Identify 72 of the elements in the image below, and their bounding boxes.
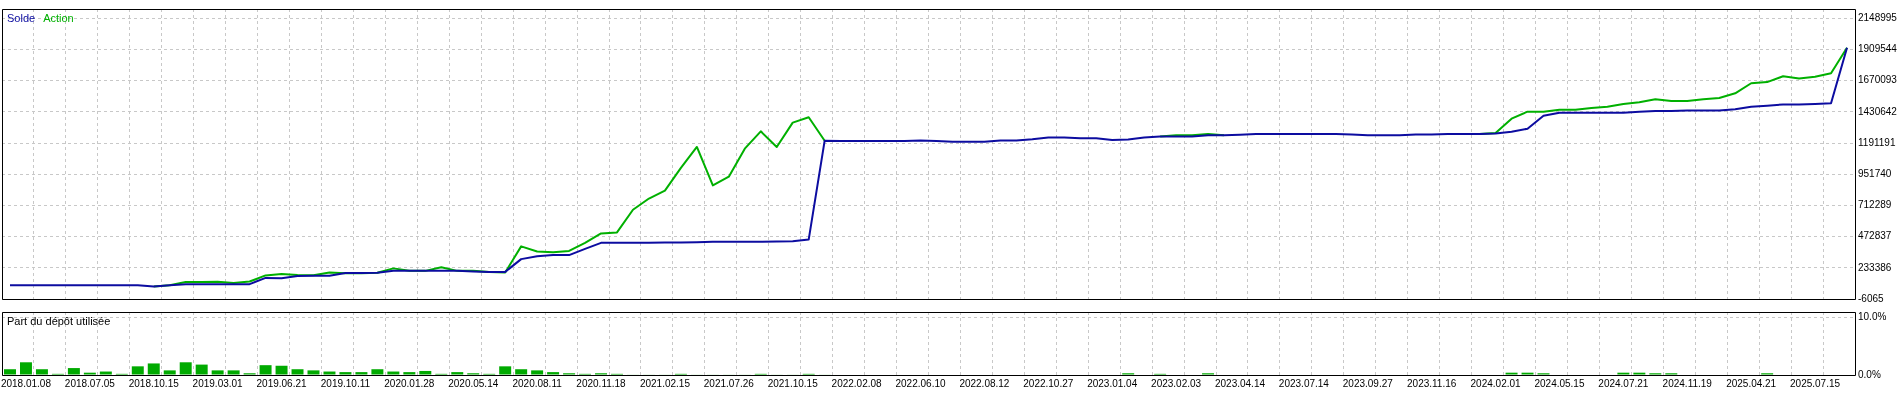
- bar: [403, 372, 416, 375]
- text: Action: [43, 11, 74, 24]
- x-tick-label: 2024.07.21: [1598, 377, 1649, 389]
- bar: [451, 372, 464, 375]
- chart-title: Part du dépôt utilisée: [7, 314, 111, 327]
- x-tick-label: 2024.11.19: [1662, 377, 1713, 389]
- y-tick-label: 1909544: [1858, 43, 1898, 55]
- x-tick-label: 2023.04.14: [1214, 377, 1266, 389]
- y-tick-label: 2148995: [1858, 12, 1898, 23]
- x-tick-label: 2025.07.15: [1790, 377, 1841, 389]
- bar: [387, 371, 400, 375]
- y-tick-label: 10.0%: [1858, 310, 1887, 322]
- x-tick-label: 2019.10.11: [320, 377, 371, 389]
- x-tick-label: 2020.05.14: [448, 377, 499, 389]
- x-tick-label: 2022.02.08: [831, 377, 883, 389]
- x-tick-label: 2020.01.28: [384, 377, 435, 389]
- x-tick-label: 2025.04.21: [1726, 377, 1777, 389]
- bar: [339, 372, 352, 375]
- x-tick-label: 2023.01.04: [1087, 377, 1138, 389]
- bar: [371, 369, 384, 375]
- y-tick-label: 1191191: [1858, 136, 1896, 148]
- bar: [35, 369, 48, 375]
- bar: [419, 370, 432, 375]
- bar: [179, 362, 192, 375]
- bar: [355, 372, 368, 375]
- x-tick-label: 2019.06.21: [256, 377, 307, 389]
- bar: [227, 370, 240, 375]
- x-tick-label: 2018.07.05: [64, 377, 116, 389]
- bar: [515, 369, 528, 375]
- x-tick-label: 2023.11.16: [1407, 377, 1457, 389]
- x-tick-label: 2021.07.26: [703, 377, 755, 389]
- x-tick-label: 2022.06.10: [895, 377, 946, 389]
- bar: [195, 364, 208, 375]
- x-tick-label: 2023.09.27: [1342, 377, 1394, 389]
- bar: [531, 370, 544, 375]
- bar: [67, 368, 80, 375]
- x-tick-label: 2024.02.01: [1470, 377, 1522, 389]
- y-tick-label: 1670093: [1858, 74, 1898, 86]
- x-tick-label: 2021.10.15: [767, 377, 819, 389]
- text: Solde: [7, 11, 36, 24]
- x-tick-label: 2023.02.03: [1151, 377, 1202, 389]
- x-tick-label: 2023.07.14: [1278, 377, 1330, 389]
- x-tick-label: 2018.10.15: [128, 377, 180, 389]
- bar: [147, 363, 160, 375]
- bar: [499, 366, 512, 375]
- bar: [19, 362, 32, 375]
- x-tick-label: 2020.11.18: [576, 377, 627, 389]
- x-tick-label: 2022.10.27: [1023, 377, 1074, 389]
- y-tick-label: -6065: [1858, 292, 1885, 304]
- bar: [4, 369, 16, 375]
- bar: [211, 370, 224, 375]
- bar: [99, 371, 112, 375]
- y-tick-label: 233386: [1858, 261, 1892, 273]
- bar: [323, 371, 336, 375]
- y-tick-label: 712289: [1858, 199, 1892, 211]
- x-tick-label: 2022.08.12: [959, 377, 1010, 389]
- x-tick-label: 2018.01.08: [0, 377, 52, 389]
- y-tick-label: 1430642: [1858, 105, 1898, 117]
- bar: [259, 365, 272, 375]
- bar: [275, 365, 288, 375]
- bar: [307, 370, 320, 375]
- x-tick-label: 2024.05.15: [1534, 377, 1585, 389]
- bar: [131, 366, 144, 375]
- y-tick-label: 951740: [1858, 167, 1892, 179]
- y-tick-label: 472837: [1858, 230, 1892, 242]
- x-tick-label: 2020.08.11: [512, 377, 563, 389]
- bar: [163, 370, 176, 375]
- bar: [291, 369, 304, 375]
- bar: [547, 372, 560, 375]
- x-tick-label: 2019.03.01: [192, 377, 244, 389]
- y-tick-label: 0.0%: [1858, 368, 1881, 380]
- x-tick-label: 2021.02.15: [639, 377, 691, 389]
